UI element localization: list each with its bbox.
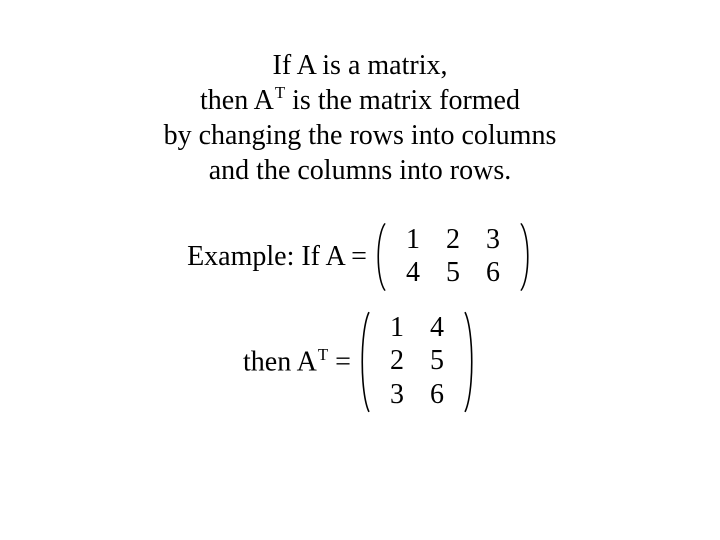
matrix-a: 1 2 3 4 5 6 — [373, 222, 533, 292]
matrix-at-cell: 5 — [417, 345, 457, 378]
right-paren-icon — [519, 222, 533, 292]
right-paren-icon — [463, 310, 477, 414]
definition-line-3: by changing the rows into columns — [164, 118, 557, 153]
matrix-at: 1 4 2 5 3 6 — [357, 310, 477, 414]
matrix-at-grid: 1 4 2 5 3 6 — [371, 310, 463, 414]
example-label-at-a: then A — [243, 347, 317, 378]
example-label-at: then AT = — [243, 345, 351, 378]
example-block: Example: If A = 1 2 3 4 5 6 — [187, 222, 533, 414]
left-paren-icon — [357, 310, 371, 414]
matrix-a-cell: 1 — [393, 224, 433, 257]
matrix-a-cell: 2 — [433, 224, 473, 257]
matrix-a-grid: 1 2 3 4 5 6 — [387, 222, 519, 292]
transpose-superscript: T — [275, 83, 285, 102]
definition-line-4: and the columns into rows. — [209, 153, 512, 188]
matrix-at-cell: 4 — [417, 312, 457, 345]
definition-line-2: then AT is the matrix formed — [200, 83, 520, 118]
matrix-at-cell: 2 — [377, 345, 417, 378]
matrix-a-cell: 4 — [393, 257, 433, 290]
matrix-at-cell: 1 — [377, 312, 417, 345]
transpose-superscript-2: T — [318, 345, 328, 364]
example-label-at-b: = — [328, 347, 351, 378]
slide: If A is a matrix, then AT is the matrix … — [0, 0, 720, 540]
example-label-a: Example: If A = — [187, 241, 367, 273]
left-paren-icon — [373, 222, 387, 292]
definition-line-2a: then A — [200, 85, 274, 116]
example-row-at: then AT = 1 4 2 5 3 6 — [243, 310, 477, 414]
definition-line-1: If A is a matrix, — [273, 48, 448, 83]
matrix-a-cell: 3 — [473, 224, 513, 257]
example-row-a: Example: If A = 1 2 3 4 5 6 — [187, 222, 533, 292]
matrix-a-cell: 5 — [433, 257, 473, 290]
definition-line-2b: is the matrix formed — [285, 85, 520, 116]
matrix-at-cell: 3 — [377, 379, 417, 412]
matrix-at-cell: 6 — [417, 379, 457, 412]
matrix-a-cell: 6 — [473, 257, 513, 290]
